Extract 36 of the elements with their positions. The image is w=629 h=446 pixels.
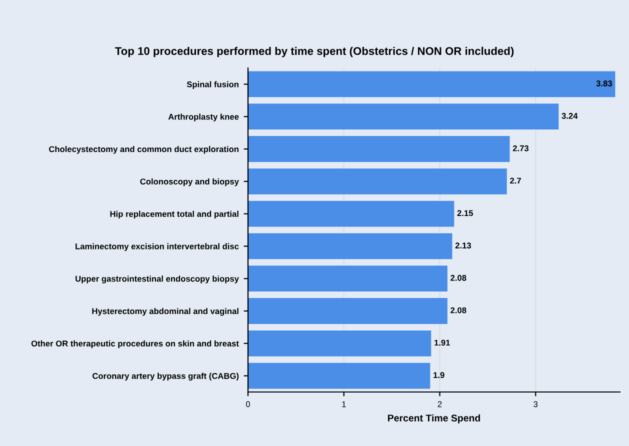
bar bbox=[248, 104, 559, 130]
x-tick-label: 1 bbox=[342, 401, 346, 408]
data-label: 1.9 bbox=[434, 372, 444, 378]
x-tick-label: 2 bbox=[438, 401, 442, 408]
data-label: 2.08 bbox=[450, 274, 466, 281]
bar bbox=[248, 266, 448, 292]
bar bbox=[248, 200, 454, 227]
chart-title: Top 10 procedures performed by time spent (Obstetrics / NON OR included) bbox=[115, 46, 514, 58]
data-label: 2.08 bbox=[450, 307, 466, 314]
bar bbox=[248, 71, 616, 98]
bar bbox=[248, 362, 430, 389]
y-tick-label: Spinal fusion bbox=[186, 81, 238, 89]
y-tick-label: Colonoscopy and biopsy bbox=[140, 178, 239, 186]
x-axis-title: Percent Time Spend bbox=[388, 414, 480, 424]
bar bbox=[248, 233, 452, 260]
y-tick-label: Coronary artery bypass graft (CABG) bbox=[92, 372, 239, 381]
y-tick-label: Hysterectomy abdominal and vaginal bbox=[92, 308, 238, 316]
data-label: 2.15 bbox=[457, 210, 473, 216]
y-tick-label: Laminectomy excision intervertebral disc bbox=[76, 243, 239, 251]
data-label: 2.7 bbox=[510, 178, 521, 184]
bar bbox=[248, 136, 510, 162]
y-tick-label: Cholecystectomy and common duct exploration bbox=[49, 146, 238, 154]
data-label: 3.24 bbox=[562, 112, 578, 119]
bar bbox=[248, 298, 448, 324]
data-label: 2.13 bbox=[455, 242, 472, 248]
y-tick-label: Hip replacement total and partial bbox=[110, 210, 238, 219]
x-tick-label: 3 bbox=[534, 401, 538, 408]
x-tick-label: 0 bbox=[246, 401, 250, 408]
data-label: 2.73 bbox=[512, 145, 529, 152]
y-tick-label: Upper gastrointestinal endoscopy biopsy bbox=[76, 276, 239, 284]
data-label: 1.91 bbox=[434, 340, 450, 346]
y-tick-label: Other OR therapeutic procedures on skin and breast bbox=[31, 340, 239, 348]
bar bbox=[248, 168, 507, 194]
y-tick-label: Arthroplasty knee bbox=[168, 114, 239, 122]
bar bbox=[248, 330, 432, 356]
data-label: 3.83 bbox=[596, 80, 612, 86]
